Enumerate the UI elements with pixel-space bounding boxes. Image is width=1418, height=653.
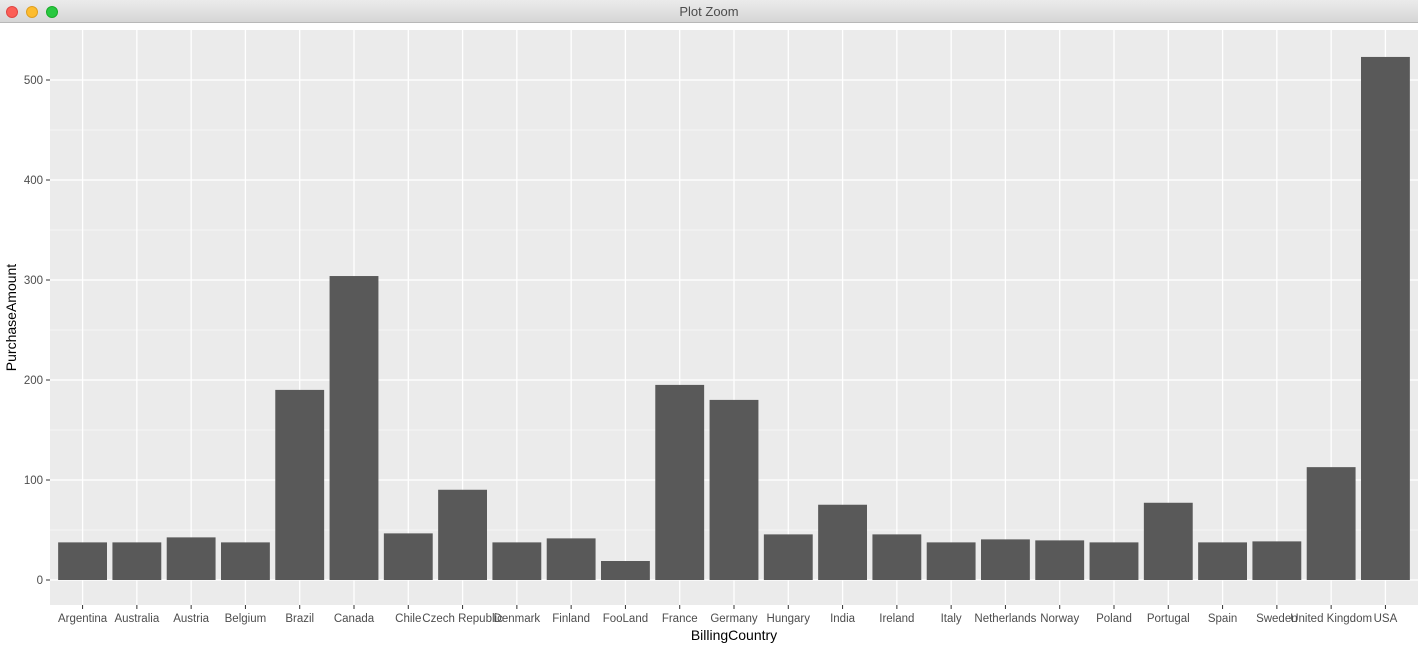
y-tick-label: 0 (37, 575, 43, 587)
bar-hungary (763, 534, 813, 580)
x-tick-label: United Kingdom (1290, 613, 1372, 625)
bar-poland (1089, 542, 1139, 580)
bar-brazil (275, 389, 325, 580)
bar-chile (383, 533, 433, 580)
y-tick-label: 200 (24, 375, 43, 387)
x-tick-label: USA (1374, 613, 1398, 625)
x-tick-label: Argentina (58, 613, 108, 625)
minimize-window-button[interactable] (26, 6, 38, 18)
bar-fooland (601, 561, 650, 580)
bar-usa (1361, 56, 1410, 580)
bar-united-kingdom (1306, 467, 1356, 580)
x-tick-label: Australia (114, 613, 159, 625)
x-tick-label: Norway (1040, 613, 1079, 625)
x-tick-label: Ireland (879, 613, 914, 625)
y-tick-label: 100 (24, 475, 43, 487)
bar-ireland (872, 534, 922, 580)
y-axis: 0 100 200 300 400 500 (24, 75, 50, 587)
y-axis-title: PurchaseAmount (3, 264, 19, 372)
bar-austria (166, 537, 216, 580)
bar-germany (709, 399, 759, 580)
x-tick-label: Sweden (1256, 613, 1298, 625)
x-tick-label: Portugal (1147, 613, 1190, 625)
x-tick-label: Denmark (494, 613, 541, 625)
bar-netherlands (981, 539, 1030, 580)
bar-argentina (58, 542, 107, 580)
bar-denmark (492, 542, 542, 580)
bars (58, 56, 1410, 580)
bar-australia (112, 542, 162, 580)
x-tick-label: Spain (1208, 613, 1237, 625)
window-title: Plot Zoom (679, 4, 739, 19)
bar-sweden (1252, 541, 1302, 580)
bar-norway (1035, 540, 1085, 580)
x-tick-label: Germany (710, 613, 758, 625)
bar-portugal (1143, 502, 1193, 580)
x-tick-label: Poland (1096, 613, 1132, 625)
y-tick-label: 300 (24, 275, 43, 287)
x-axis: Argentina Australia Austria Belgium Brazil Ca… (58, 605, 1398, 625)
window-titlebar: Plot Zoom (0, 0, 1418, 23)
x-tick-label: Italy (941, 613, 962, 625)
bar-chart: 0 100 200 300 400 500 Argentina Australia Austr… (3, 30, 1418, 643)
bar-finland (546, 538, 596, 580)
x-tick-label: Austria (173, 613, 209, 625)
x-tick-label: Belgium (225, 613, 267, 625)
x-tick-label: Hungary (767, 613, 811, 625)
x-tick-label: Canada (334, 613, 375, 625)
y-tick-label: 400 (24, 175, 43, 187)
bar-czech-republic (438, 489, 487, 580)
x-tick-label: Chile (395, 613, 421, 625)
bar-italy (926, 542, 976, 580)
y-tick-label: 500 (24, 75, 43, 87)
x-tick-label: Netherlands (974, 613, 1036, 625)
bar-france (655, 384, 705, 580)
zoom-window-button[interactable] (46, 6, 58, 18)
x-tick-label: Czech Republic (422, 613, 503, 625)
x-tick-label: Brazil (285, 613, 314, 625)
x-tick-label: India (830, 613, 856, 625)
bar-india (818, 504, 867, 580)
bar-belgium (221, 542, 270, 580)
close-window-button[interactable] (6, 6, 18, 18)
x-tick-label: Finland (552, 613, 590, 625)
x-tick-label: France (662, 613, 698, 625)
x-tick-label: FooLand (603, 613, 648, 625)
bar-spain (1198, 542, 1247, 580)
x-axis-title: BillingCountry (691, 627, 777, 643)
bar-canada (329, 276, 379, 580)
